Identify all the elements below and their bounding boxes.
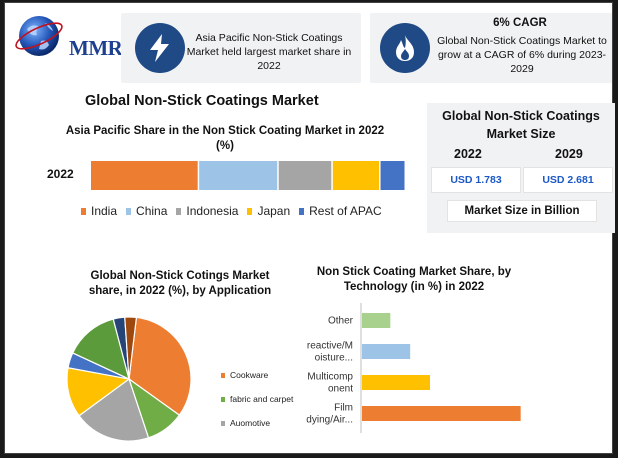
- value-2022: USD 1.783: [431, 167, 521, 193]
- technology-bar: [362, 406, 521, 421]
- year-2022-label: 2022: [454, 147, 482, 161]
- page-title: Global Non-Stick Coatings Market: [85, 93, 319, 109]
- legend-swatch: [299, 207, 305, 215]
- apac-segment-indonesia: [278, 161, 332, 190]
- technology-label: reactive/M oisture...: [307, 341, 353, 364]
- technology-label: Film dying/Air...: [306, 403, 353, 426]
- legend-swatch: [176, 207, 182, 215]
- pie-legend-label: Auomotive: [230, 418, 271, 428]
- pie-slice-0: [128, 316, 192, 416]
- technology-label: Multicomp onent: [307, 372, 353, 395]
- legend-label: Japan: [257, 204, 291, 218]
- pie-legend-item: Auomotive: [221, 411, 293, 435]
- technology-label: Other: [328, 316, 354, 327]
- apac-segment-japan: [332, 161, 380, 190]
- flame-icon: [396, 35, 414, 61]
- lightning-bolt-icon: [150, 34, 169, 62]
- legend-swatch: [247, 207, 253, 215]
- apac-highlight-text: Asia Pacific Non-Stick Coatings Market h…: [186, 32, 352, 72]
- apac-segment-india: [91, 161, 198, 190]
- technology-chart-title: Non Stick Coating Market Share, by Techn…: [316, 266, 512, 293]
- pie-slice-2: [78, 378, 150, 442]
- pie-legend-swatch: [221, 420, 225, 426]
- globe-icon: [15, 16, 63, 56]
- apac-year-label: 2022: [47, 167, 74, 181]
- legend-label: Indonesia: [186, 204, 239, 218]
- technology-bar: [362, 313, 391, 328]
- unit-label: Market Size in Billion: [447, 200, 597, 222]
- market-size-panel: Global Non-Stick Coatings Market Size 20…: [427, 103, 615, 233]
- badge: [380, 23, 430, 73]
- badge: [135, 23, 185, 73]
- legend-item: India: [81, 204, 117, 218]
- legend-item: Japan: [247, 204, 290, 218]
- apac-stacked-bar: [91, 161, 405, 190]
- pie-legend-swatch: [221, 372, 225, 378]
- legend-item: China: [126, 204, 167, 218]
- legend-label: Rest of APAC: [309, 204, 382, 218]
- cagr-highlight-card: 6% CAGR Global Non-Stick Coatings Market…: [370, 13, 612, 83]
- market-size-title: Global Non-Stick Coatings Market Size: [442, 109, 600, 141]
- logo: MMR: [15, 11, 123, 63]
- cagr-title: 6% CAGR: [493, 17, 547, 29]
- legend-label: India: [91, 204, 118, 218]
- technology-bar: [362, 344, 411, 359]
- apac-segment-china: [199, 161, 278, 190]
- application-legend: Cookware fabric and carpet Auomotive: [221, 363, 293, 435]
- application-chart-title: Global Non-Stick Cotings Market share, i…: [88, 270, 272, 297]
- legend-label: China: [136, 204, 168, 218]
- technology-bar-chart: Other reactive/M oisture... Multicomp onent F…: [306, 303, 521, 433]
- pie-slice-5: [71, 318, 130, 381]
- pie-legend-label: Cookware: [230, 370, 269, 380]
- legend-swatch: [81, 207, 86, 215]
- legend-item: Rest of APAC: [299, 204, 382, 218]
- value-2029: USD 2.681: [523, 167, 613, 193]
- logo-text: MMR: [69, 36, 123, 60]
- pie-legend-item: fabric and carpet: [221, 387, 293, 411]
- pie-legend-label: fabric and carpet: [230, 394, 294, 404]
- apac-highlight-card: Asia Pacific Non-Stick Coatings Market h…: [121, 13, 361, 83]
- year-2029-label: 2029: [555, 147, 583, 161]
- legend-swatch: [126, 207, 132, 215]
- pie-slice-7: [124, 316, 138, 380]
- technology-bar: [362, 375, 430, 390]
- infographic: MMR Asia Pacific Non-Stick Coatings Mark…: [4, 2, 615, 454]
- pie-legend-item: Cookware: [221, 363, 293, 387]
- cagr-text: Global Non-Stick Coatings Market to grow…: [437, 35, 607, 75]
- apac-legend: India China Indonesia Japan Rest of APAC: [81, 204, 382, 218]
- pie-legend-swatch: [221, 396, 225, 402]
- application-pie-chart: [66, 316, 192, 442]
- apac-chart-title: Asia Pacific Share in the Non Stick Coat…: [65, 125, 385, 152]
- legend-item: Indonesia: [176, 204, 238, 218]
- apac-segment-rest-of-apac: [380, 161, 405, 190]
